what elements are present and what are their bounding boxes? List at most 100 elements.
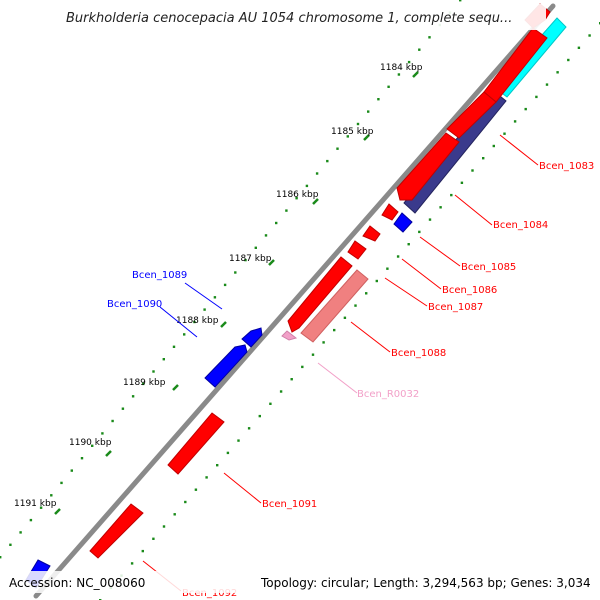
feature-lane-outer	[403, 17, 567, 214]
gene-arrow-bcen-1085	[381, 203, 399, 221]
scale-dot	[367, 110, 370, 113]
scale-dot	[365, 292, 368, 295]
scale-dot	[244, 258, 247, 262]
scale-dot	[80, 457, 84, 460]
tick-label: 1188 kbp	[176, 316, 219, 326]
scale-dot	[301, 365, 304, 369]
genome-summary-text: Topology: circular; Length: 3,294,563 bp…	[260, 576, 591, 590]
scale-dot	[237, 439, 240, 442]
accession-text: Accession: NC_008060	[9, 576, 145, 590]
forward-cds-lane-lower	[89, 412, 225, 559]
scale-dot	[322, 341, 325, 344]
leader-bcen-r0032	[317, 362, 358, 394]
gene-label-bcen-1085: Bcen_1085	[461, 262, 516, 273]
scale-dot	[203, 308, 206, 311]
scale-dot	[343, 316, 347, 319]
leader-bcen-1084	[454, 194, 493, 226]
scale-dot	[213, 296, 217, 299]
scale-dot	[428, 218, 432, 221]
leader-bcen-1083	[499, 134, 539, 166]
leader-bcen-1090	[159, 306, 198, 338]
gene-arrow-bcen-1086	[362, 225, 381, 242]
gene-label-bcen-1089: Bcen_1089	[132, 270, 187, 281]
gene-arrow-bcen-1084	[403, 91, 507, 214]
scale-dot	[223, 283, 227, 287]
gene-arrow-bcen-1085-blue	[393, 212, 413, 233]
leader-bcen-1088	[350, 321, 391, 353]
scale-dot	[407, 60, 411, 64]
scale-dot	[0, 556, 2, 559]
scale-dot	[386, 267, 389, 270]
scale-dot	[387, 85, 390, 88]
tick-label: 1185 kbp	[331, 127, 374, 137]
leader-bcen-1085	[419, 236, 461, 267]
title-backdrop	[58, 4, 546, 30]
rna-and-secondary	[281, 269, 369, 343]
scale-dot	[142, 382, 145, 386]
tick-label: 1184 kbp	[380, 63, 423, 73]
scale-dot	[418, 48, 421, 51]
gene-arrow-bcen-1087	[347, 240, 367, 260]
scale-dot	[439, 206, 442, 209]
gene-label-bcen-1083: Bcen_1083	[539, 161, 594, 172]
scale-dot	[279, 390, 283, 393]
scale-dot	[19, 531, 22, 534]
tick-marks	[54, 71, 419, 515]
scale-dot	[326, 159, 329, 163]
gene-arrow-bcen-1090	[204, 344, 248, 388]
scale-dot	[234, 271, 237, 274]
tick-label: 1189 kbp	[123, 378, 166, 388]
scale-dot	[91, 444, 94, 447]
scale-dot	[264, 234, 268, 237]
scale-dot	[183, 333, 186, 336]
scale-dot	[29, 518, 33, 522]
scale-dot	[295, 197, 298, 200]
scale-dot	[290, 378, 293, 381]
scale-dot	[459, 0, 462, 2]
scale-dot	[152, 370, 155, 373]
scale-dot	[524, 107, 527, 111]
gene-label-bcen-1084: Bcen_1084	[493, 220, 548, 231]
leader-bcen-1091	[223, 472, 262, 504]
scale-dot	[460, 181, 464, 184]
scale-dot	[193, 320, 196, 324]
footer-backdrop	[0, 571, 600, 593]
scale-dot	[346, 135, 349, 138]
scale-dot	[503, 132, 506, 135]
gene-arrow-bcen-1083-a	[483, 27, 548, 103]
scale-dot	[121, 407, 125, 410]
gene-label-bcen-1086: Bcen_1086	[442, 285, 497, 296]
leader-bcen-1086	[401, 258, 442, 290]
scale-dot	[101, 432, 104, 435]
scale-dot	[450, 193, 453, 197]
scale-dot	[556, 71, 559, 74]
gene-arrow-bcen-1088-outer	[287, 256, 353, 333]
scale-dot	[577, 46, 581, 49]
scale-dot	[70, 469, 73, 472]
gene-label-bcen-1090: Bcen_1090	[107, 299, 162, 310]
scale-dot	[275, 221, 278, 225]
scale-dot	[247, 427, 251, 430]
scale-dot	[333, 328, 336, 332]
gene-label-bcen-1087: Bcen_1087	[428, 302, 483, 313]
scale-dot	[152, 537, 155, 540]
gene-arrow-bcen-1083	[396, 132, 460, 201]
scale-dot	[39, 506, 43, 509]
tick-label: 1186 kbp	[276, 190, 319, 200]
scale-dot	[162, 358, 165, 361]
scale-dot	[194, 488, 198, 491]
scale-dot	[407, 243, 410, 246]
tick-label: 1187 kbp	[229, 254, 272, 264]
tick-labels: 1184 kbp 1185 kbp 1186 kbp 1187 kbp 1188…	[14, 63, 423, 509]
gene-labels: Bcen_1083 Bcen_1084 Bcen_1085 Bcen_1086 …	[107, 161, 594, 599]
blue-strand-elements	[25, 212, 413, 589]
scale-dot	[418, 230, 421, 234]
scale-dot	[226, 451, 230, 455]
scale-dot	[513, 120, 517, 123]
scale-dot	[397, 73, 401, 76]
gene-arrow-bcen-1083-b	[446, 91, 497, 139]
rna-arrow-bcen-r0032	[281, 330, 298, 341]
scale-dot	[141, 549, 144, 553]
scale-dot	[336, 147, 339, 150]
scale-dot	[567, 58, 570, 62]
